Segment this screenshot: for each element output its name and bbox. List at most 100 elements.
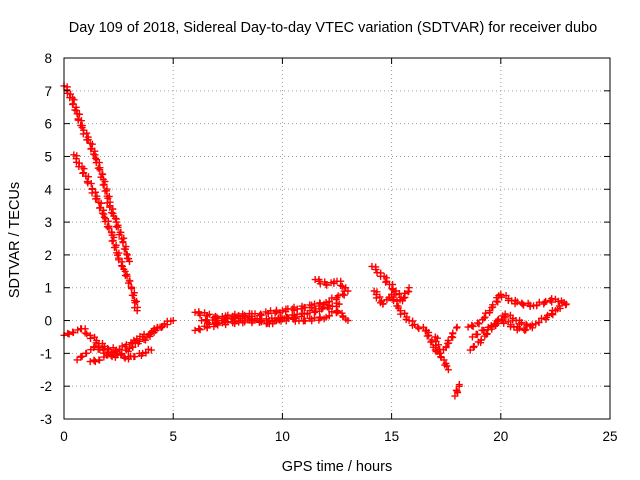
data-point <box>111 214 119 222</box>
data-point <box>133 307 141 315</box>
data-point <box>70 96 78 104</box>
data-point <box>81 329 89 337</box>
axis-ticks: 0 5 10 15 20 25 -3 -2 -1 0 1 2 3 4 5 6 7 8 <box>40 51 618 444</box>
series-morning-band-c <box>86 345 155 366</box>
data-point <box>117 262 125 270</box>
data-point <box>83 330 91 338</box>
data-point <box>113 351 121 359</box>
x-tick-label: 20 <box>493 429 508 444</box>
data-point <box>335 300 343 308</box>
series-daytime-mid <box>198 299 343 328</box>
y-axis-label: SDTVAR / TECUs <box>7 182 23 298</box>
data-point <box>93 195 101 203</box>
data-point <box>71 106 79 114</box>
data-point <box>319 304 327 312</box>
data-point <box>473 330 481 338</box>
data-point <box>372 294 380 302</box>
data-point <box>339 290 347 298</box>
data-point <box>98 209 106 217</box>
data-point <box>147 346 155 354</box>
data-point <box>142 349 150 357</box>
data-point <box>114 223 122 231</box>
data-point <box>119 239 127 247</box>
data-point <box>126 344 134 352</box>
data-point <box>87 180 95 188</box>
data-point <box>84 136 92 144</box>
y-tick-label: 4 <box>44 182 52 197</box>
data-point <box>293 310 301 318</box>
data-point <box>133 297 141 305</box>
data-point <box>480 327 488 335</box>
data-point <box>112 348 120 356</box>
data-point <box>310 308 318 316</box>
data-point <box>433 334 441 342</box>
data-point <box>443 362 451 370</box>
y-tick-label: 6 <box>44 117 52 132</box>
data-point <box>494 315 502 323</box>
y-tick-label: -3 <box>40 412 52 427</box>
data-point <box>124 279 132 287</box>
data-point <box>390 291 398 299</box>
data-point <box>535 318 543 326</box>
data-point <box>532 320 540 328</box>
data-point <box>342 284 350 292</box>
data-point <box>121 354 129 362</box>
data-point <box>382 278 390 286</box>
data-point <box>455 381 463 389</box>
grid <box>64 58 610 419</box>
data-point <box>96 356 104 364</box>
data-point <box>141 336 149 344</box>
x-tick-label: 15 <box>384 429 399 444</box>
data-point <box>123 272 131 280</box>
data-point <box>128 291 136 299</box>
series-night-lower <box>466 298 568 354</box>
data-point <box>272 306 280 314</box>
data-point <box>131 353 139 361</box>
data-point <box>482 330 490 338</box>
data-point <box>344 317 352 325</box>
data-point <box>109 349 117 357</box>
data-point <box>322 313 330 321</box>
data-point <box>400 294 408 302</box>
data-point <box>223 314 231 322</box>
data-point <box>91 358 99 366</box>
x-tick-label: 0 <box>60 429 68 444</box>
series-evening-upper <box>368 262 413 305</box>
data-point <box>339 312 347 320</box>
data-point <box>79 130 87 138</box>
data-point <box>518 319 526 327</box>
data-point <box>120 234 128 242</box>
data-point <box>109 237 117 245</box>
data-point <box>318 305 326 313</box>
series-daytime-spur <box>311 275 350 292</box>
data-point <box>338 282 346 290</box>
data-point <box>158 324 166 332</box>
data-point <box>96 166 104 174</box>
data-point <box>230 313 238 321</box>
data-point <box>204 319 212 327</box>
data-point <box>520 301 528 309</box>
data-point <box>477 336 485 344</box>
data-point <box>437 353 445 361</box>
data-point <box>128 285 136 293</box>
data-point <box>519 300 527 308</box>
y-tick-label: 5 <box>44 149 52 164</box>
data-point <box>97 199 105 207</box>
data-point <box>90 150 98 158</box>
data-point <box>494 298 502 306</box>
data-point <box>415 325 423 333</box>
data-point <box>126 257 134 265</box>
series-dip-outlier <box>451 381 463 400</box>
data-point <box>560 298 568 306</box>
data-point <box>453 387 461 395</box>
y-tick-label: 2 <box>44 248 52 263</box>
series-night-upper <box>464 290 570 331</box>
data-point <box>480 314 488 322</box>
data-point <box>88 189 96 197</box>
data-point <box>548 310 556 318</box>
y-tick-label: 3 <box>44 215 52 230</box>
data-point <box>500 319 508 327</box>
plot-frame <box>63 57 611 420</box>
data-point <box>453 323 461 331</box>
